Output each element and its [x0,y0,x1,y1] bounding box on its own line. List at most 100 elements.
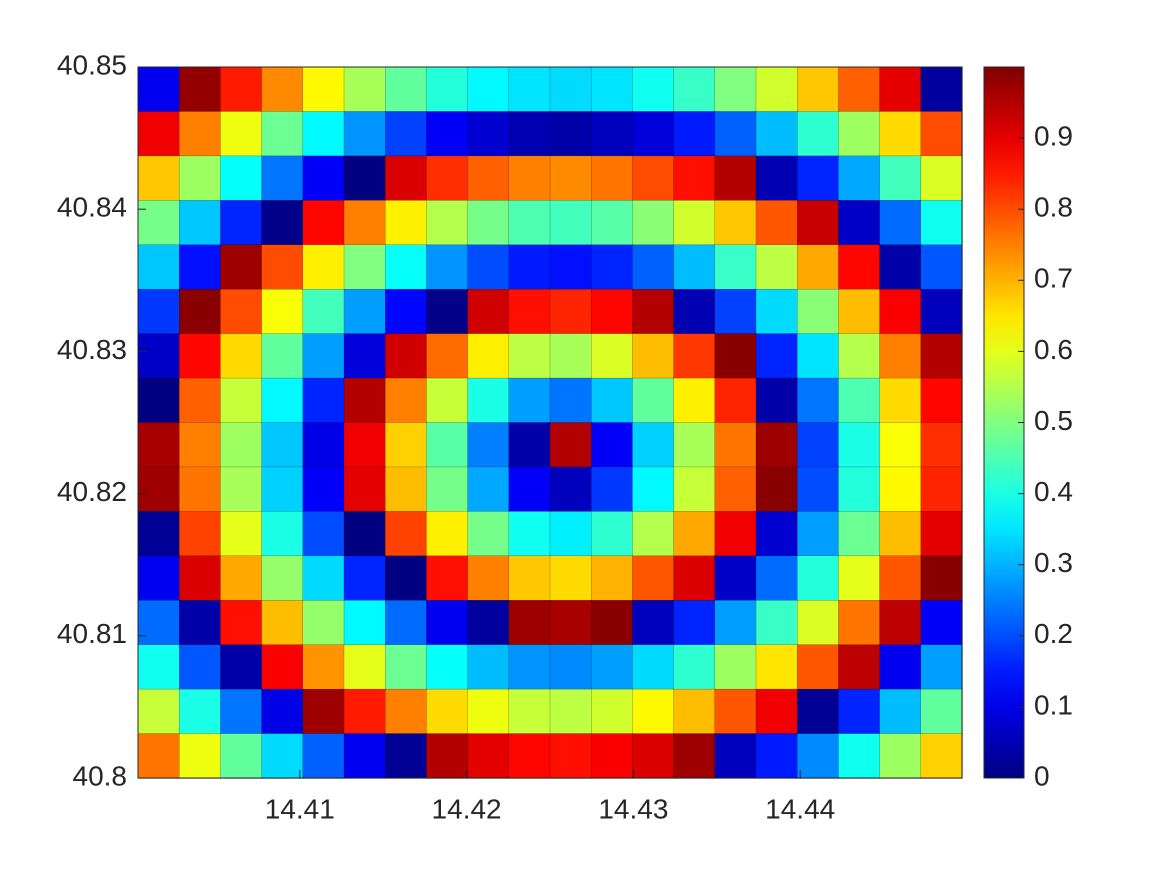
heatmap-cell [673,644,716,690]
heatmap-cell [426,600,469,646]
heatmap-cell [838,200,881,246]
heatmap-cell [467,644,510,690]
heatmap-cell [385,155,428,202]
heatmap-cell [549,377,592,424]
heatmap-cell [508,644,551,690]
heatmap-cell [879,377,922,424]
heatmap-cell [838,511,881,557]
heatmap-cell [920,200,963,246]
heatmap-cell [714,555,757,601]
heatmap-cell [714,66,757,113]
heatmap-cell [920,244,963,290]
heatmap-cell [879,422,922,468]
heatmap-cell [591,288,634,335]
heatmap-cell [137,333,180,379]
heatmap-cell [797,155,840,202]
heatmap-cell [467,377,510,424]
heatmap-cell [385,555,428,601]
heatmap-cell [302,155,345,202]
heatmap-cell [549,733,592,779]
colorbar [983,66,1025,779]
heatmap-cell [385,600,428,646]
heatmap-cell [467,111,510,157]
heatmap-cell [920,155,963,202]
heatmap-cell [632,466,675,513]
heatmap-cell [261,511,304,557]
heatmap-cell [178,66,222,113]
heatmap-cell [137,644,180,690]
heatmap-cell [591,111,634,157]
heatmap-cell [343,511,386,557]
heatmap-cell [879,688,922,735]
colorbar-tick-label: 0.1 [1034,689,1073,720]
heatmap-cell [591,511,634,557]
heatmap-cell [920,111,963,157]
heatmap-cell [632,111,675,157]
heatmap-cell [426,422,469,468]
heatmap-cell [549,288,592,335]
heatmap-cell [879,244,922,290]
heatmap-cell [632,422,675,468]
heatmap-cell [673,200,716,246]
heatmap-cell [178,200,222,246]
heatmap-cell [467,422,510,468]
heatmap-cell [797,511,840,557]
heatmap-cell [343,244,386,290]
heatmap-cell [549,422,592,468]
heatmap-cell [879,288,922,335]
heatmap-cell [302,511,345,557]
heatmap-cell [302,244,345,290]
heatmap-cell [838,644,881,690]
heatmap-cell [673,155,716,202]
heatmap-cell [220,155,263,202]
heatmap-cell [508,422,551,468]
heatmap-cell [838,466,881,513]
heatmap-cell [426,111,469,157]
heatmap-cell [714,644,757,690]
heatmap-cell [838,422,881,468]
heatmap-cell [508,288,551,335]
heatmap-cell [591,644,634,690]
heatmap-cell [302,288,345,335]
heatmap-cell [178,155,222,202]
colorbar-tick-label: 0.7 [1034,263,1073,294]
heatmap-cell [302,644,345,690]
heatmap-cell [714,244,757,290]
heatmap-cell [879,644,922,690]
heatmap-cell [137,155,180,202]
heatmap-cell [508,66,551,113]
heatmap-cell [343,733,386,779]
heatmap-cell [673,377,716,424]
heatmap-cell [137,244,180,290]
heatmap-cell [755,511,798,557]
heatmap-cell [261,733,304,779]
heatmap-cell [632,688,675,735]
heatmap-cell [549,111,592,157]
heatmap-cell [508,466,551,513]
colorbar-tick-label: 0.4 [1034,476,1073,507]
heatmap-cell [385,422,428,468]
heatmap-cell [261,200,304,246]
heatmap-cell [920,66,963,113]
heatmap-cell [261,66,304,113]
heatmap-cell [920,377,963,424]
heatmap-cell [467,555,510,601]
heatmap-cell [137,511,180,557]
heatmap-cell [549,600,592,646]
heatmap-cell [714,688,757,735]
heatmap-cell [838,111,881,157]
heatmap-cell [755,688,798,735]
heatmap-cell [261,466,304,513]
heatmap-cell [220,200,263,246]
heatmap-cell [632,333,675,379]
colorbar-tick-label: 0.6 [1034,334,1073,365]
heatmap-cell [755,466,798,513]
heatmap-cell [220,466,263,513]
heatmap-cell [549,244,592,290]
heatmap-cell [838,288,881,335]
heatmap-cell [178,111,222,157]
heatmap-cell [385,688,428,735]
heatmap-cell [178,555,222,601]
heatmap-cell [879,155,922,202]
